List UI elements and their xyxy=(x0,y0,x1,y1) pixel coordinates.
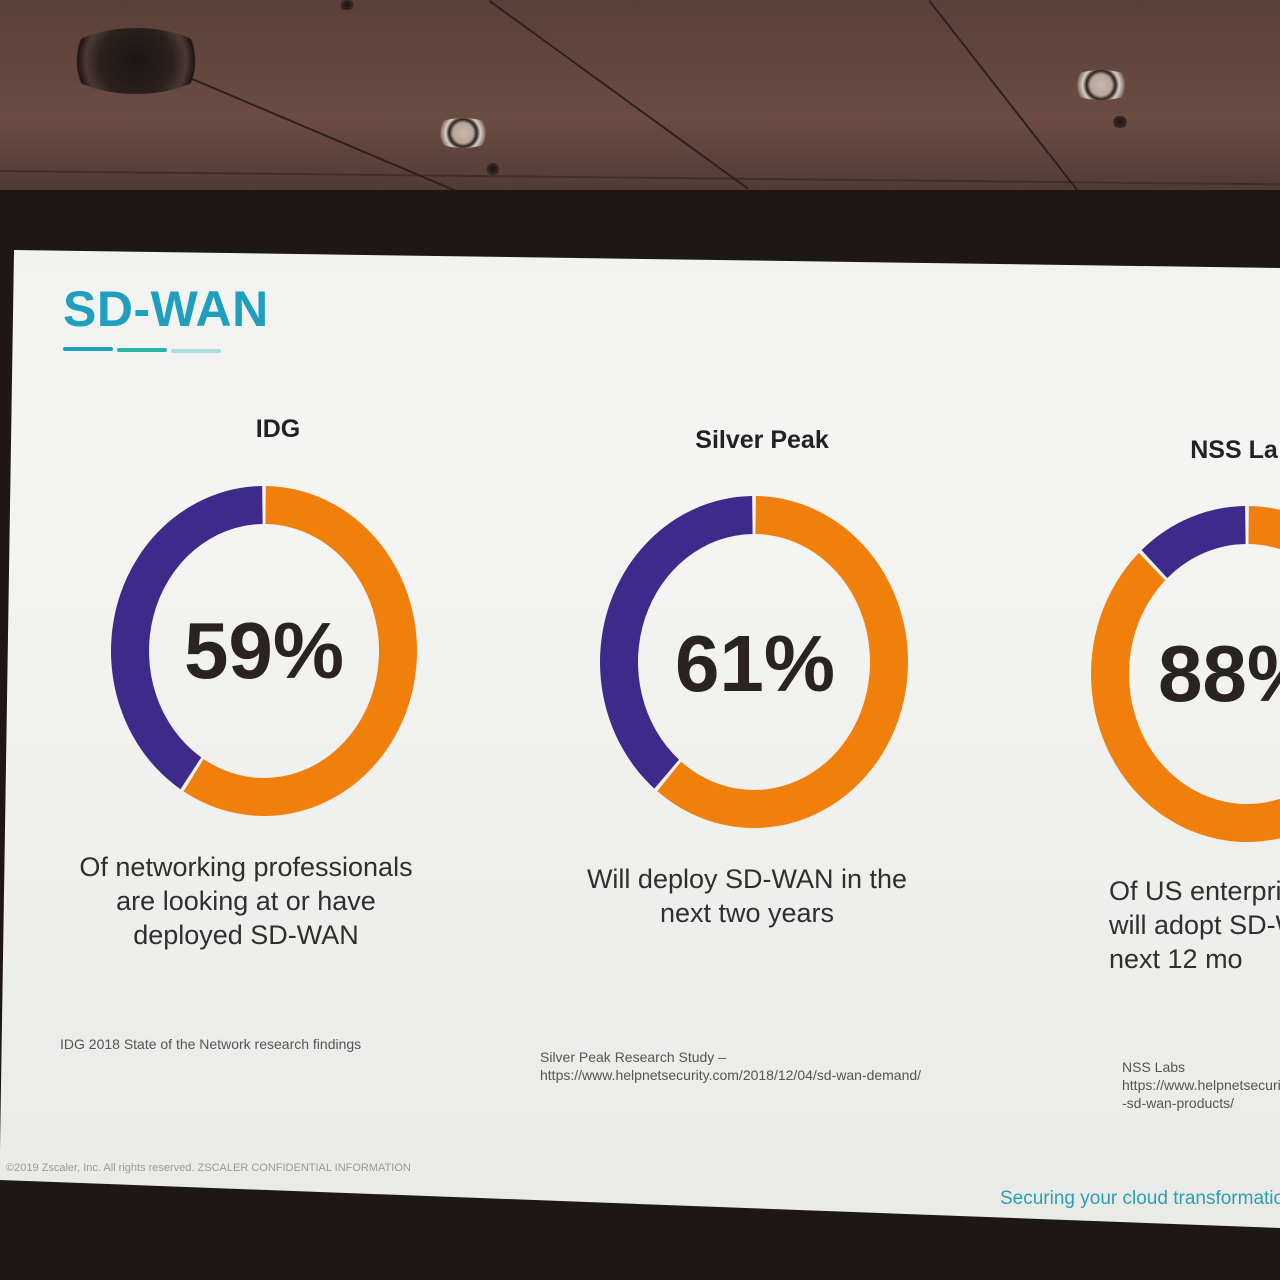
title-underline xyxy=(171,349,221,353)
donut-ring xyxy=(111,486,417,816)
ceiling-sprinkler xyxy=(337,0,357,10)
title-underline xyxy=(117,348,167,352)
donut-ring xyxy=(1091,506,1280,842)
slide-title: SD-WAN xyxy=(63,281,269,337)
stat-source-name: Silver Peak xyxy=(695,426,829,454)
donut-remainder-arc xyxy=(111,486,263,790)
ceiling-sprinkler xyxy=(484,163,502,175)
ceiling-seam xyxy=(488,0,749,190)
stat-percent: 88% xyxy=(1157,629,1280,718)
stat-description: Of networking professionals are looking … xyxy=(79,852,413,950)
ceiling-seam xyxy=(0,170,1280,186)
stat-citation: NSS Labs https://www.helpnetsecurit -sd-… xyxy=(1122,1059,1280,1111)
stat-citation: IDG 2018 State of the Network research f… xyxy=(60,1036,362,1052)
ceiling-seam xyxy=(928,0,1091,207)
stat-percent: 61% xyxy=(674,619,836,708)
donut-remainder-arc xyxy=(600,496,753,789)
title-underline xyxy=(63,347,113,351)
ceiling-vent xyxy=(62,28,210,94)
stat-description: Will deploy SD-WAN in the next two years xyxy=(586,864,908,928)
stat-percent: 59% xyxy=(183,606,345,695)
donut-value-arc xyxy=(657,496,908,828)
donut-chart xyxy=(600,496,908,828)
ceiling-light xyxy=(1066,70,1136,100)
stat-citation: Silver Peak Research Study – https://www… xyxy=(540,1049,922,1083)
donut-ring xyxy=(600,496,908,828)
donut-remainder-arc xyxy=(1141,506,1246,579)
legal-footer: ©2019 Zscaler, Inc. All rights reserved.… xyxy=(6,1162,411,1174)
ceiling-sprinkler xyxy=(1110,116,1130,128)
donut-value-arc xyxy=(183,486,417,816)
slide-tagline: Securing your cloud transformation xyxy=(1000,1188,1280,1209)
stat-source-name: NSS La xyxy=(1190,436,1278,464)
donut-chart xyxy=(1091,506,1280,842)
ceiling-light xyxy=(430,118,496,148)
donut-chart xyxy=(111,486,417,816)
ceiling xyxy=(0,0,1280,215)
stat-description: Of US enterpris will adopt SD-W next 12 … xyxy=(1109,876,1280,974)
stat-source-name: IDG xyxy=(255,415,301,443)
